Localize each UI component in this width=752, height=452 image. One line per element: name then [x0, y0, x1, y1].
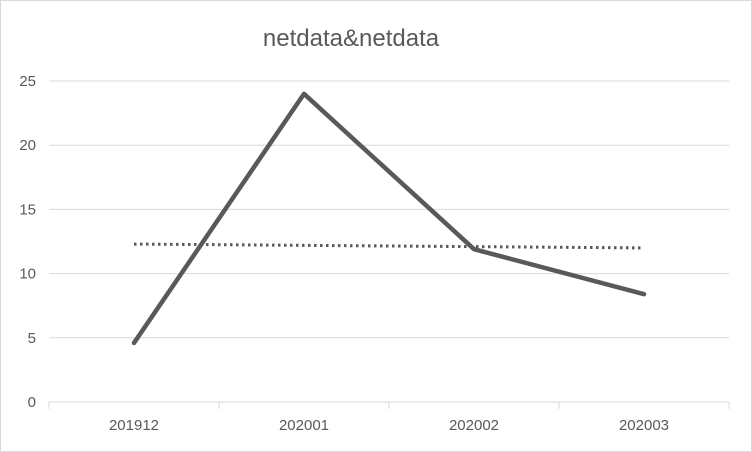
y-tick-label: 20	[19, 137, 36, 154]
x-tick-label: 202003	[619, 417, 669, 434]
y-tick-label: 0	[28, 394, 36, 411]
y-tick-label: 25	[19, 73, 36, 90]
x-tick-label: 202001	[279, 417, 329, 434]
y-axis-ticks: 0 5 10 15 20 25	[19, 73, 36, 411]
y-tick-label: 15	[19, 201, 36, 218]
y-tick-label: 5	[28, 330, 36, 347]
trend-line	[133, 242, 645, 250]
y-tick-label: 10	[19, 266, 36, 283]
x-tick-label: 202002	[449, 417, 499, 434]
series-line	[131, 91, 647, 346]
x-tick-label: 201912	[109, 417, 159, 434]
chart-title: netdata&netdata	[263, 25, 440, 52]
gridlines	[49, 80, 729, 339]
x-axis: 201912 202001 202002 202003	[48, 401, 730, 434]
series-lines	[131, 91, 647, 346]
